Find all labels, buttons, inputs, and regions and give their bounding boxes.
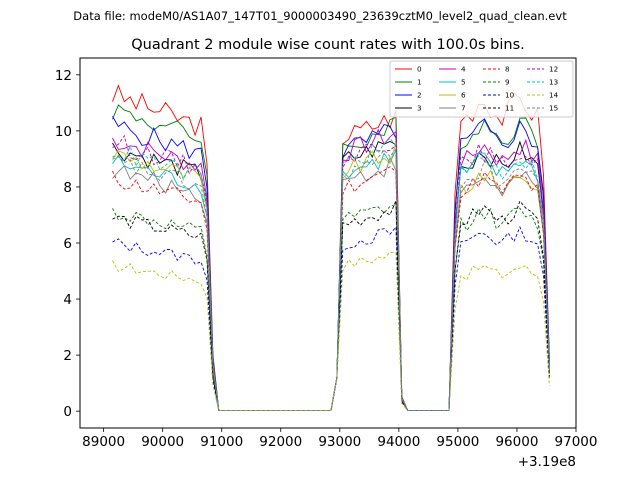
series-line-14 [112,251,550,412]
x-tick-label: 90000 [141,434,184,450]
legend-label-9: 9 [505,78,510,87]
series-line-5 [112,149,550,412]
legend-label-13: 13 [549,78,558,87]
legend-label-7: 7 [461,104,466,113]
series-line-13 [112,137,550,412]
y-tick-label: 10 [55,124,72,140]
legend-label-0: 0 [417,65,422,74]
axis-layer: 89000 90000 91000 92000 93000 94000 95000 96000… [55,68,598,450]
series-line-15 [112,147,550,412]
series-layer [112,84,550,412]
legend-label-10: 10 [505,91,515,100]
series-line-9 [112,203,550,412]
series-line-10 [112,225,550,412]
chart-title: Quadrant 2 module wise count rates with … [131,37,525,53]
x-tick-label: 93000 [318,434,361,450]
legend-label-5: 5 [461,78,466,87]
x-tick-label: 89000 [82,434,125,450]
y-tick-label: 4 [63,292,72,308]
series-line-1 [112,104,550,412]
y-tick-label: 12 [55,68,72,84]
y-tick-label: 0 [63,404,72,420]
series-line-3 [112,140,550,412]
series-line-7 [112,156,550,412]
figure-suptitle: Data file: modeM0/AS1A07_147T01_90000034… [73,9,567,23]
legend-label-11: 11 [505,104,514,113]
legend-label-8: 8 [505,65,510,74]
series-line-11 [112,200,550,412]
legend-label-2: 2 [417,91,422,100]
legend-label-15: 15 [549,104,558,113]
x-tick-label: 91000 [200,434,243,450]
series-line-12 [112,134,550,412]
y-tick-label: 8 [63,180,72,196]
series-line-8 [112,166,550,412]
x-tick-label: 94000 [377,434,420,450]
legend-label-3: 3 [417,104,422,113]
y-tick-label: 6 [63,236,72,252]
x-tick-label: 92000 [259,434,302,450]
x-tick-label: 97000 [555,434,598,450]
series-line-6 [112,142,550,412]
series-line-0 [112,84,550,412]
x-offset-label: +3.19e8 [518,454,576,470]
legend-label-1: 1 [417,78,422,87]
legend-label-14: 14 [549,91,559,100]
legend-label-4: 4 [461,65,466,74]
legend-label-6: 6 [461,91,466,100]
x-tick-label: 96000 [495,434,538,450]
x-tick-label: 95000 [436,434,479,450]
legend-label-12: 12 [549,65,558,74]
y-tick-label: 2 [63,348,72,364]
legend-box [389,60,574,118]
